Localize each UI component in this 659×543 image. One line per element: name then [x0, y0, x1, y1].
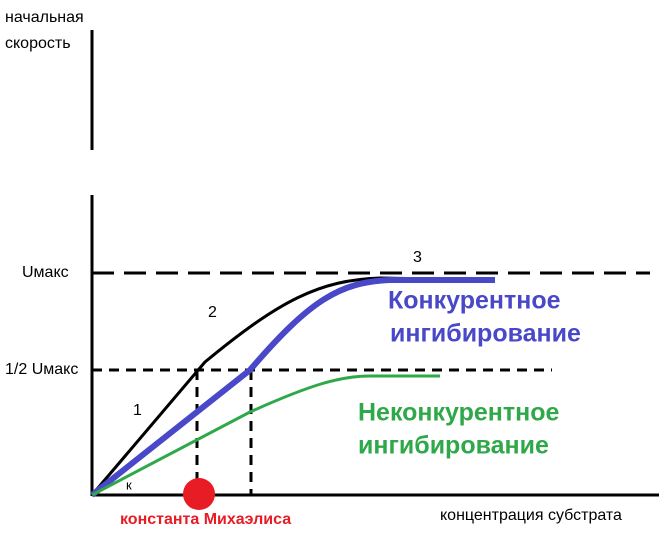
noncompetitive-label: Неконкурентное [358, 399, 559, 427]
noncompetitive-curve [91, 374, 440, 497]
competitive-label: Конкурентное [388, 287, 561, 315]
normal-curve [90, 276, 481, 496]
segment-label: 1 [133, 402, 142, 419]
segment-label: 2 [208, 304, 217, 321]
half-vmax-label: 1/2 Uмакс [5, 361, 78, 378]
vmax-label: Uмакс [22, 264, 69, 281]
noncompetitive-label: ингибирование [358, 432, 549, 460]
competitive-curve [90, 277, 495, 498]
k-label: к [126, 477, 132, 492]
competitive-label: ингибирование [390, 320, 581, 348]
y-axis-label: скорость [5, 35, 71, 52]
y-axis-label: начальная [5, 9, 84, 26]
michaelis-label: константа Михаэлиса [120, 511, 291, 528]
segment-label: 3 [413, 249, 422, 266]
km-point [183, 478, 215, 510]
x-axis-label: концентрация субстрата [440, 507, 622, 524]
